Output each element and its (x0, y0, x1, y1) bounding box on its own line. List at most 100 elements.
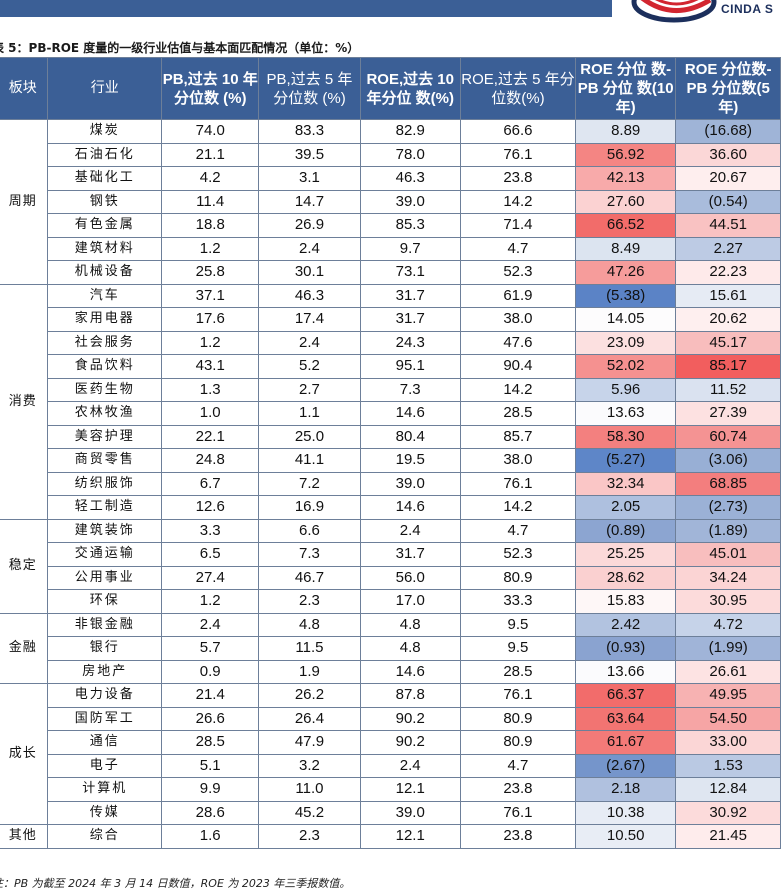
roe-10y-cell: 87.8 (359, 683, 461, 708)
pb-10y-cell: 25.8 (161, 260, 260, 285)
diff-10y-cell: 8.49 (574, 236, 677, 261)
roe-10y-cell: 4.8 (359, 636, 461, 661)
roe-10y-cell: 24.3 (359, 330, 461, 355)
table-row: 有色金属 18.8 26.9 85.3 71.4 66.52 44.51 (0, 213, 781, 238)
roe-5y-cell: 85.7 (459, 424, 576, 449)
cinda-logo-icon (631, 0, 717, 23)
roe-10y-cell: 4.8 (359, 612, 461, 637)
roe-5y-cell: 66.6 (459, 119, 576, 144)
diff-10y-cell: 58.30 (574, 424, 677, 449)
roe-10y-cell: 78.0 (359, 142, 461, 167)
roe-10y-cell: 14.6 (359, 495, 461, 520)
pb-10y-cell: 1.6 (161, 824, 260, 849)
pb-10y-cell: 2.4 (161, 612, 260, 637)
diff-5y-cell: 30.95 (675, 589, 781, 614)
pb-10y-cell: 24.8 (161, 448, 260, 473)
header-sector: 板块 (0, 57, 49, 120)
diff-10y-cell: 10.50 (574, 824, 677, 849)
pb-5y-cell: 11.5 (258, 636, 361, 661)
table-row: 消费 汽车 37.1 46.3 31.7 61.9 (5.38) 15.61 (0, 283, 781, 520)
roe-10y-cell: 2.4 (359, 518, 461, 543)
diff-10y-cell: 27.60 (574, 189, 677, 214)
header-row: 板块 行业 PB,过去 10 年分位数 (%) PB,过去 5 年分位数 (%) ROE… (0, 57, 781, 120)
diff-10y-cell: 2.18 (574, 777, 677, 802)
diff-5y-cell: 54.50 (675, 706, 781, 731)
roe-5y-cell: 4.7 (459, 753, 576, 778)
diff-10y-cell: (2.67) (574, 753, 677, 778)
pb-10y-cell: 43.1 (161, 354, 260, 379)
pb-10y-cell: 4.2 (161, 166, 260, 191)
diff-5y-cell: (3.06) (675, 448, 781, 473)
diff-10y-cell: (0.89) (574, 518, 677, 543)
roe-5y-cell: 14.2 (459, 495, 576, 520)
table-row: 石油石化 21.1 39.5 78.0 76.1 56.92 36.60 (0, 142, 781, 167)
industry-cell: 建筑材料 (47, 236, 163, 261)
roe-10y-cell: 2.4 (359, 753, 461, 778)
pb-5y-cell: 11.0 (258, 777, 361, 802)
roe-5y-cell: 38.0 (459, 448, 576, 473)
roe-5y-cell: 76.1 (459, 683, 576, 708)
pb-10y-cell: 1.3 (161, 377, 260, 402)
sector-cell: 其他 (0, 824, 49, 849)
pb-10y-cell: 12.6 (161, 495, 260, 520)
table-row: 美容护理 22.1 25.0 80.4 85.7 58.30 60.74 (0, 424, 781, 449)
table-row: 机械设备 25.8 30.1 73.1 52.3 47.26 22.23 (0, 260, 781, 285)
table-row: 电子 5.1 3.2 2.4 4.7 (2.67) 1.53 (0, 753, 781, 778)
roe-10y-cell: 31.7 (359, 283, 461, 308)
roe-10y-cell: 39.0 (359, 800, 461, 825)
pb-5y-cell: 46.3 (258, 283, 361, 308)
roe-10y-cell: 19.5 (359, 448, 461, 473)
industry-cell: 商贸零售 (47, 448, 163, 473)
pb-10y-cell: 26.6 (161, 706, 260, 731)
industry-cell: 银行 (47, 636, 163, 661)
diff-5y-cell: (0.54) (675, 189, 781, 214)
roe-10y-cell: 7.3 (359, 377, 461, 402)
diff-5y-cell: 33.00 (675, 730, 781, 755)
sector-cell: 消费 (0, 283, 49, 520)
table-title: 表 5：PB-ROE 度量的一级行业估值与基本面匹配情况（单位：%） (0, 41, 360, 55)
diff-10y-cell: 10.38 (574, 800, 677, 825)
table-row: 家用电器 17.6 17.4 31.7 38.0 14.05 20.62 (0, 307, 781, 332)
roe-5y-cell: 52.3 (459, 542, 576, 567)
table-row: 基础化工 4.2 3.1 46.3 23.8 42.13 20.67 (0, 166, 781, 191)
pb-5y-cell: 25.0 (258, 424, 361, 449)
header-diff-10y: ROE 分位 数-PB 分位 数(10 年) (574, 57, 677, 120)
pb-5y-cell: 14.7 (258, 189, 361, 214)
header-pb-10y: PB,过去 10 年分位数 (%) (161, 57, 260, 120)
table-row: 交通运输 6.5 7.3 31.7 52.3 25.25 45.01 (0, 542, 781, 567)
diff-5y-cell: 20.67 (675, 166, 781, 191)
header-industry: 行业 (47, 57, 163, 120)
roe-10y-cell: 56.0 (359, 565, 461, 590)
pb-5y-cell: 7.3 (258, 542, 361, 567)
table-row: 传媒 28.6 45.2 39.0 76.1 10.38 30.92 (0, 800, 781, 825)
roe-5y-cell: 23.8 (459, 166, 576, 191)
industry-cell: 综合 (47, 824, 163, 849)
pb-10y-cell: 5.7 (161, 636, 260, 661)
industry-cell: 交通运输 (47, 542, 163, 567)
roe-10y-cell: 14.6 (359, 659, 461, 684)
roe-5y-cell: 9.5 (459, 612, 576, 637)
industry-cell: 非银金融 (47, 612, 163, 637)
industry-cell: 电力设备 (47, 683, 163, 708)
industry-cell: 美容护理 (47, 424, 163, 449)
diff-5y-cell: (2.73) (675, 495, 781, 520)
sector-cell: 周期 (0, 119, 49, 285)
pb-5y-cell: 41.1 (258, 448, 361, 473)
pb-10y-cell: 6.5 (161, 542, 260, 567)
table-row: 银行 5.7 11.5 4.8 9.5 (0.93) (1.99) (0, 636, 781, 661)
valuation-table: 板块 行业 PB,过去 10 年分位数 (%) PB,过去 5 年分位数 (%) ROE… (0, 57, 781, 849)
roe-10y-cell: 12.1 (359, 777, 461, 802)
industry-cell: 农林牧渔 (47, 401, 163, 426)
pb-10y-cell: 1.2 (161, 589, 260, 614)
diff-5y-cell: 68.85 (675, 471, 781, 496)
diff-10y-cell: (5.27) (574, 448, 677, 473)
table-row: 建筑材料 1.2 2.4 9.7 4.7 8.49 2.27 (0, 236, 781, 261)
industry-cell: 房地产 (47, 659, 163, 684)
diff-5y-cell: 26.61 (675, 659, 781, 684)
table-row: 环保 1.2 2.3 17.0 33.3 15.83 30.95 (0, 589, 781, 614)
roe-10y-cell: 85.3 (359, 213, 461, 238)
diff-5y-cell: 2.27 (675, 236, 781, 261)
roe-10y-cell: 39.0 (359, 189, 461, 214)
pb-5y-cell: 16.9 (258, 495, 361, 520)
table-row: 商贸零售 24.8 41.1 19.5 38.0 (5.27) (3.06) (0, 448, 781, 473)
